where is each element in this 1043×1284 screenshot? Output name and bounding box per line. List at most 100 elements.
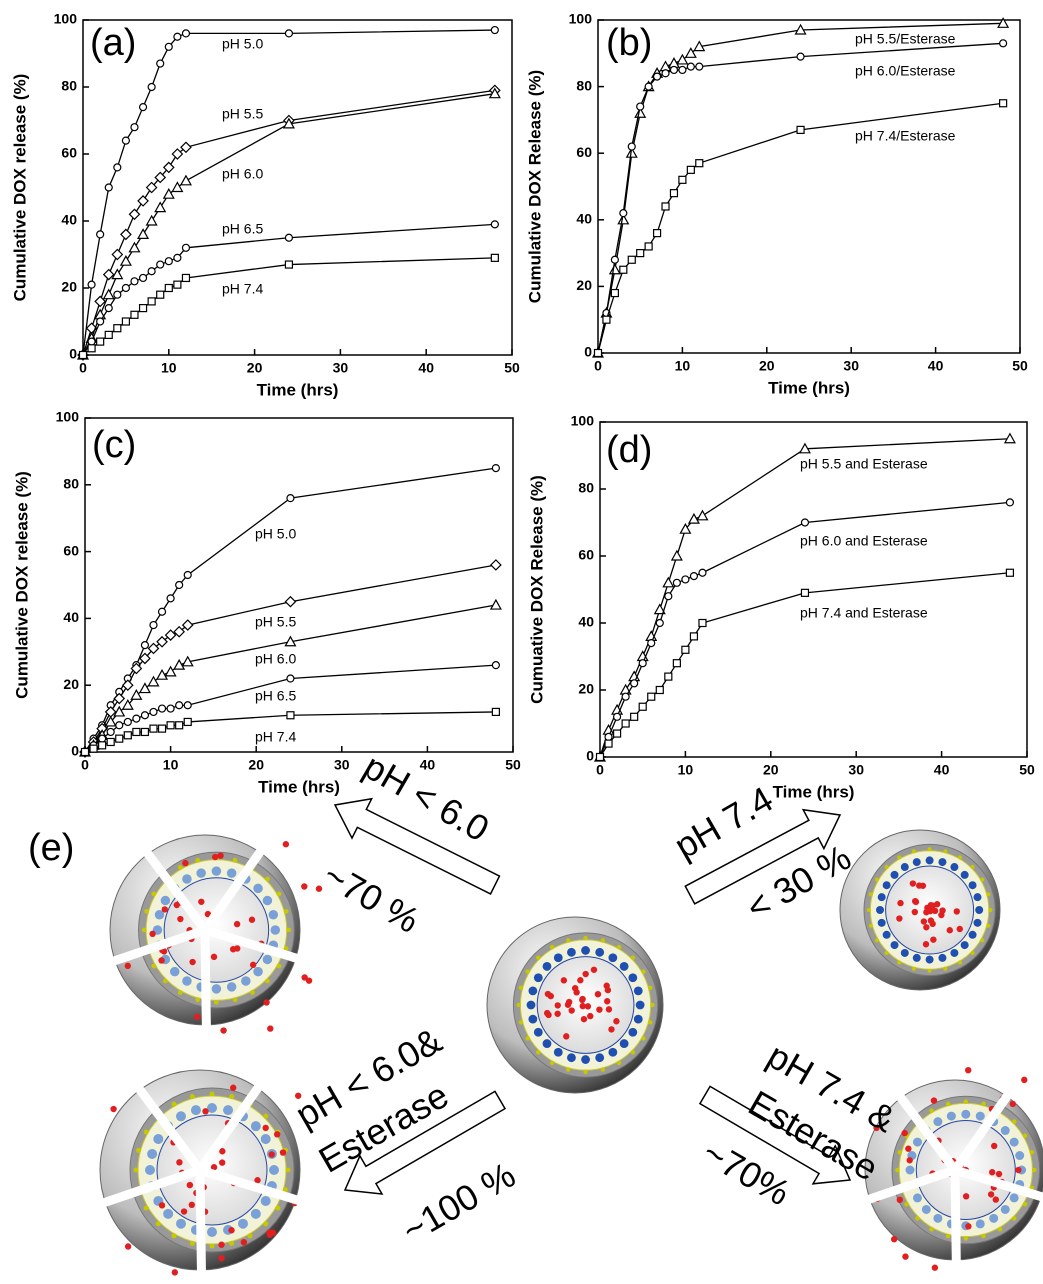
- polymer-dot: [963, 1236, 969, 1241]
- polymer-dot: [641, 969, 646, 974]
- series-line: [599, 572, 1010, 758]
- drug-dot: [189, 958, 196, 966]
- series-line: [82, 223, 495, 356]
- marker: [121, 679, 134, 692]
- marker: [181, 619, 194, 631]
- lipid-head: [207, 1227, 217, 1237]
- drug-dot: [230, 1084, 237, 1091]
- x-tick-label: 10: [675, 358, 691, 374]
- lipid-head: [268, 910, 279, 920]
- drug-dot: [220, 1027, 227, 1034]
- lipid-head: [877, 893, 886, 902]
- marker: [638, 659, 647, 668]
- marker: [80, 747, 90, 757]
- drug-dot: [218, 1255, 225, 1262]
- marker: [997, 17, 1010, 28]
- marker: [166, 721, 175, 730]
- marker: [490, 559, 502, 571]
- marker: [602, 315, 611, 324]
- polymer-dot: [525, 1036, 530, 1041]
- marker: [490, 220, 499, 229]
- marker: [634, 107, 647, 118]
- lipid-head: [890, 870, 899, 879]
- marker: [595, 752, 605, 762]
- marker: [175, 701, 184, 710]
- y-tick-label: 60: [61, 145, 77, 161]
- marker: [130, 277, 139, 286]
- drug-dot: [1021, 1076, 1028, 1084]
- drug-dot: [124, 1243, 132, 1250]
- lipid-head: [635, 1000, 645, 1010]
- polymer-dot: [874, 877, 879, 882]
- marker: [490, 253, 499, 262]
- marker: [695, 62, 704, 71]
- polymer-dot: [904, 1201, 909, 1207]
- polymer-dot: [647, 985, 653, 990]
- marker: [610, 255, 619, 264]
- marker: [681, 575, 690, 584]
- polymer-dot: [189, 1240, 195, 1246]
- lipid-head: [581, 1055, 590, 1064]
- drug-dot: [210, 1164, 218, 1171]
- marker: [695, 159, 704, 168]
- drug-dot: [282, 841, 290, 848]
- marker: [138, 682, 151, 694]
- marker: [610, 288, 619, 298]
- lipid-head: [877, 918, 886, 927]
- drug-dot: [210, 953, 218, 961]
- lipid-head: [226, 982, 237, 992]
- drug-dot: [579, 1002, 586, 1010]
- polymer-dot: [189, 1094, 195, 1100]
- drug-dot: [202, 1108, 209, 1115]
- drug-dot: [587, 1012, 594, 1020]
- marker: [681, 645, 690, 654]
- marker: [121, 699, 134, 710]
- x-tick-label: 0: [594, 358, 602, 374]
- series-line: [82, 93, 495, 356]
- lipid-head: [900, 863, 909, 872]
- polymer-dot: [263, 1221, 269, 1227]
- drug-dot: [992, 1196, 1000, 1203]
- marker: [684, 47, 697, 58]
- drug-dot: [158, 957, 165, 964]
- drug-dot: [896, 1196, 904, 1204]
- lipid-head: [153, 1134, 164, 1144]
- polymer-dot: [868, 892, 873, 897]
- lipid-head: [921, 1204, 931, 1214]
- drug-dot: [577, 977, 584, 984]
- drug-dot: [580, 1015, 588, 1023]
- marker: [655, 618, 664, 628]
- drug-dot: [262, 1124, 269, 1132]
- lipid-head: [176, 1218, 186, 1229]
- marker: [491, 464, 500, 473]
- chart-panel: 0 10 20 30 40 50 0 20 40 60 80 100 Time (hrs) Cumuati…: [527, 413, 1035, 802]
- marker: [661, 202, 670, 211]
- drug-dot: [218, 1241, 225, 1248]
- polymer-dot: [133, 1167, 139, 1173]
- marker: [636, 249, 645, 258]
- polymer-dot: [915, 1216, 920, 1221]
- arrow: [333, 797, 501, 895]
- y-tick-label: 20: [61, 279, 77, 295]
- plot-frame: [599, 421, 1028, 758]
- y-tick-label: 0: [584, 344, 592, 360]
- series-label: pH 5.5 and Esterase: [800, 456, 928, 472]
- drug-dot: [938, 911, 945, 919]
- drug-dot: [110, 1105, 117, 1113]
- lipid-head: [250, 1121, 261, 1132]
- marker: [138, 273, 148, 283]
- lipid-head: [960, 870, 969, 879]
- marker: [154, 171, 167, 184]
- marker: [796, 125, 805, 134]
- lipid-head: [260, 1196, 271, 1206]
- lipid-head: [961, 1109, 971, 1119]
- marker: [113, 324, 122, 333]
- lipid-head: [160, 895, 171, 906]
- marker: [156, 635, 168, 648]
- polymer-dot: [143, 1129, 149, 1135]
- drug-dot: [1015, 1166, 1022, 1174]
- polymer-dot: [911, 966, 916, 971]
- marker: [647, 692, 656, 701]
- drug-dot: [268, 1151, 275, 1158]
- series-label: pH 6.0: [222, 166, 263, 182]
